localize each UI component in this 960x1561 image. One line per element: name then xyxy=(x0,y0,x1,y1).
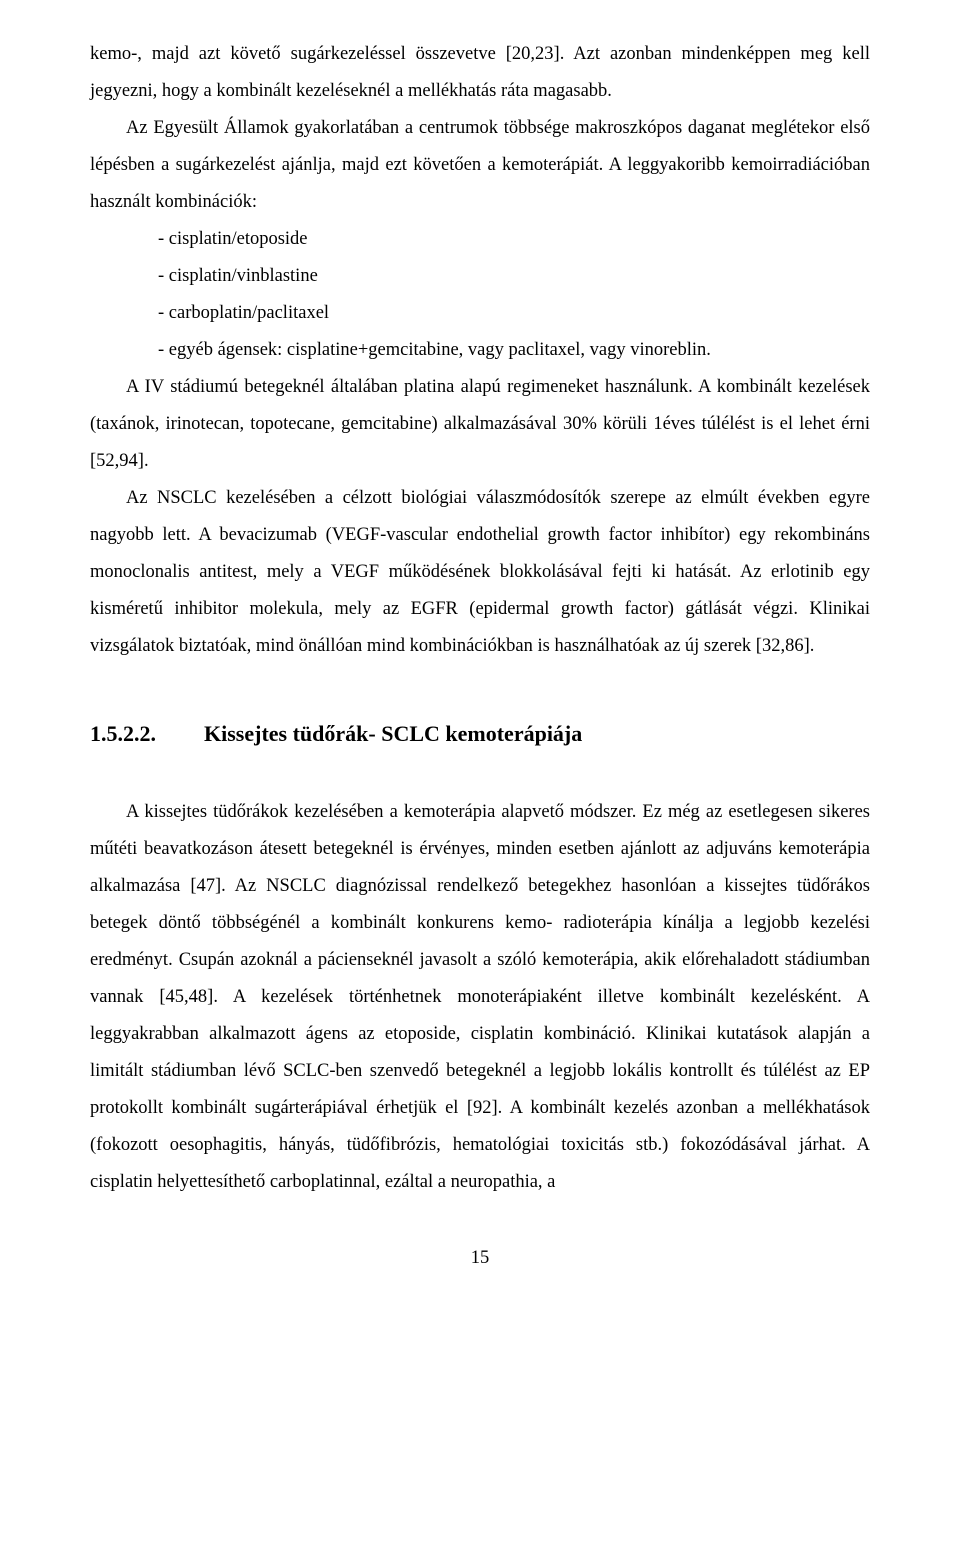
document-page: kemo-, majd azt követő sugárkezeléssel ö… xyxy=(0,0,960,1561)
body-paragraph: A IV stádiumú betegeknél általában plati… xyxy=(90,369,870,480)
heading-title: Kissejtes tüdőrák- SCLC kemoterápiája xyxy=(204,721,582,746)
body-paragraph: Az Egyesült Államok gyakorlatában a cent… xyxy=(90,110,870,221)
body-paragraph: kemo-, majd azt követő sugárkezeléssel ö… xyxy=(90,36,870,110)
list-item: - egyéb ágensek: cisplatine+gemcitabine,… xyxy=(158,332,870,369)
list-item: - cisplatin/etoposide xyxy=(158,221,870,258)
list-item: - carboplatin/paclitaxel xyxy=(158,295,870,332)
list-item: - cisplatin/vinblastine xyxy=(158,258,870,295)
body-paragraph: Az NSCLC kezelésében a célzott biológiai… xyxy=(90,480,870,665)
heading-number: 1.5.2.2. xyxy=(90,719,156,750)
body-paragraph: A kissejtes tüdőrákok kezelésében a kemo… xyxy=(90,794,870,1201)
page-number: 15 xyxy=(90,1249,870,1268)
section-heading: 1.5.2.2. Kissejtes tüdőrák- SCLC kemoterá… xyxy=(90,719,870,750)
